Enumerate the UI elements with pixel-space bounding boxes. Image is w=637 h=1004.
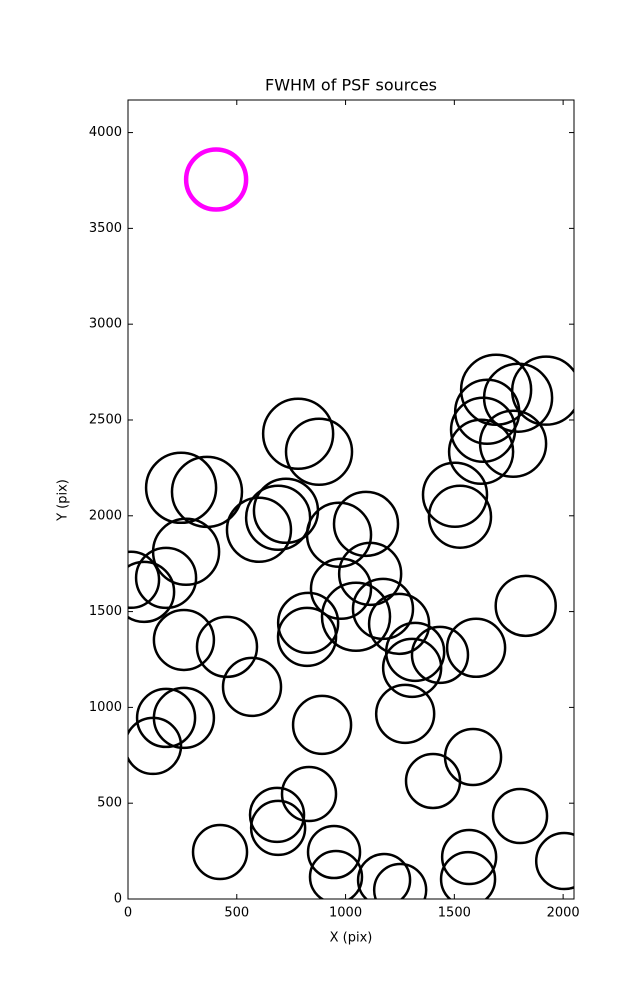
source-circle (447, 418, 515, 486)
source-circle (134, 546, 198, 610)
source-circle (225, 496, 293, 564)
source-circle (440, 828, 498, 886)
source-circle (280, 765, 338, 823)
y-tick-label: 2500 (89, 412, 122, 427)
y-tick-label: 3500 (89, 221, 122, 236)
source-circle (170, 455, 244, 529)
plot-area (128, 147, 574, 899)
source-circle (309, 557, 373, 621)
source-circle (128, 716, 183, 776)
source-circle (276, 591, 340, 655)
source-circle (291, 694, 353, 756)
x-tick-label: 2000 (547, 906, 580, 921)
source-circle (482, 362, 554, 434)
source-circle (421, 461, 489, 528)
source-circle (144, 451, 218, 525)
source-circle (221, 656, 283, 718)
chart-title: FWHM of PSF sources (265, 76, 437, 95)
source-circle (320, 581, 392, 653)
source-circle (510, 355, 574, 426)
y-tick-label: 1500 (89, 604, 122, 619)
source-circle (248, 786, 306, 844)
y-tick-label: 3000 (89, 317, 122, 332)
source-circle (308, 849, 364, 899)
x-tick-label: 0 (124, 906, 132, 921)
y-tick-label: 0 (114, 892, 122, 907)
source-circle (249, 799, 307, 857)
source-circle (372, 862, 428, 899)
source-circle (191, 823, 249, 881)
source-circle (276, 606, 338, 668)
y-tick-label: 2000 (89, 508, 122, 523)
source-circle (244, 484, 312, 551)
source-circle (128, 560, 176, 624)
source-circle (443, 727, 503, 787)
y-tick-label: 4000 (89, 125, 122, 140)
source-circle (135, 687, 197, 749)
x-tick-label: 1500 (438, 906, 471, 921)
source-circle (374, 683, 436, 745)
source-circle (439, 850, 497, 899)
source-circle (284, 417, 354, 487)
source-circle (261, 397, 335, 471)
source-circle (337, 541, 403, 607)
source-circle (445, 617, 507, 679)
source-circle (384, 621, 446, 683)
source-circle (332, 490, 400, 558)
x-tick-label: 1000 (329, 906, 362, 921)
source-circle (478, 409, 548, 478)
y-tick-label: 1000 (89, 700, 122, 715)
source-circle (152, 608, 216, 672)
source-circle (494, 574, 557, 638)
y-tick-label: 500 (97, 796, 122, 811)
source-circle (351, 577, 415, 641)
x-tick-label: 500 (224, 906, 249, 921)
axes-frame (127, 99, 575, 900)
source-circle (427, 484, 493, 549)
source-circle (306, 824, 362, 880)
x-axis-label: X (pix) (330, 931, 373, 946)
y-axis-label: Y (pix) (56, 479, 71, 522)
source-circle (367, 592, 431, 656)
source-circle (183, 147, 249, 212)
source-circle (534, 831, 574, 891)
source-circle (195, 615, 259, 679)
source-circle (128, 550, 161, 610)
source-circle (356, 852, 412, 899)
source-circle (491, 787, 549, 845)
source-circle (381, 637, 443, 699)
source-circle (410, 625, 470, 685)
